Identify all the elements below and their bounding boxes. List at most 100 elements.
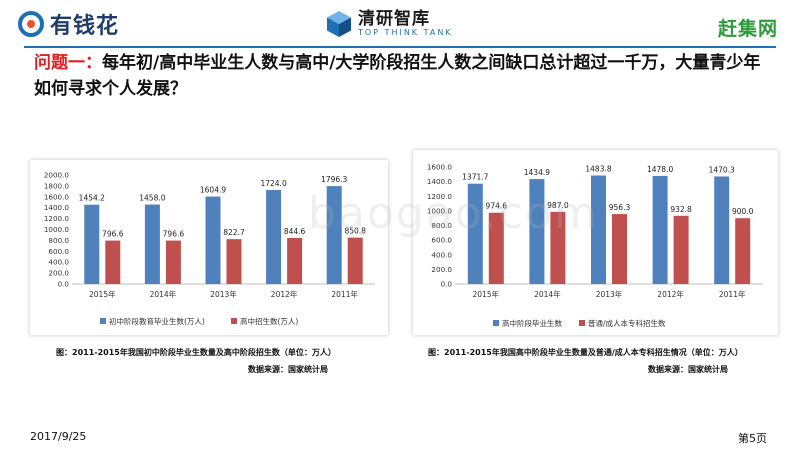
logo-left-text: 有钱花	[50, 14, 120, 39]
chart1-caption: 图：2011-2015年我国初中阶段毕业生数量及高中阶段招生数（单位：万人）	[56, 348, 336, 357]
chart1-bar-b	[226, 239, 242, 284]
chart1-data-label: 822.7	[223, 228, 245, 237]
watermark: baogao.com	[308, 188, 599, 239]
chart1-source: 数据来源：国家统计局	[248, 365, 328, 374]
chart1-ytick: 1400.0	[44, 203, 70, 212]
chart1-ytick: 1000.0	[44, 225, 70, 234]
chart1-bar-a	[266, 190, 282, 284]
chart1-data-label: 1604.9	[200, 186, 226, 195]
chart1-category-label: 2015年	[89, 289, 116, 299]
logo-mid-en: TOP THINK TANK	[358, 28, 453, 37]
chart1-bar-a	[144, 204, 160, 284]
chart1-legend-swatch	[100, 318, 106, 324]
chart1-ytick: 2000.0	[44, 171, 70, 180]
chart2-caption: 图：2011-2015年我国高中阶段毕业生数量及普通/成人本专科招生情况（单位：…	[428, 348, 743, 357]
chart2-ytick: 200.0	[431, 265, 452, 274]
chart1-bar-b	[287, 237, 303, 284]
chart1-legend-swatch	[231, 318, 237, 324]
chart2-data-label: 1434.9	[524, 168, 550, 177]
logo-ring-icon	[18, 11, 44, 37]
chart2-bar-a	[529, 179, 545, 284]
chart2-category-label: 2013年	[596, 289, 623, 299]
chart1-data-label: 796.6	[102, 230, 124, 239]
logo-mid-cn: 清研智库	[358, 9, 430, 29]
chart2-bar-a	[652, 175, 668, 284]
chart1-data-label: 1724.0	[260, 179, 286, 188]
chart2-ytick: 800.0	[431, 221, 452, 230]
chart2-legend-label: 高中阶段毕业生数	[502, 318, 562, 328]
chart1-category-label: 2011年	[331, 289, 358, 299]
chart1-category-label: 2013年	[210, 289, 237, 299]
chart2-category-label: 2015年	[473, 289, 500, 299]
chart1-bar-b	[347, 237, 363, 284]
chart1-data-label: 1454.2	[79, 194, 105, 203]
chart2-legend-swatch	[579, 320, 585, 326]
chart2-category-label: 2012年	[657, 289, 684, 299]
chart2-data-label: 932.8	[670, 205, 692, 214]
chart2-ytick: 1400.0	[427, 177, 453, 186]
chart1-ytick: 1800.0	[44, 181, 70, 190]
chart1-data-label: 850.8	[344, 227, 366, 236]
question-heading: 问题一：每年初/高中毕业生人数与高中/大学阶段招生人数之间缺口总计超过一千万，大…	[34, 50, 774, 102]
footer-page-number: 第5页	[738, 432, 767, 445]
chart2-ytick: 400.0	[431, 250, 452, 259]
chart2-data-label: 900.0	[732, 207, 754, 216]
chart1-data-label: 844.6	[284, 227, 306, 236]
slide-header: 有钱花 清研智库 TOP THINK TANK 赶集网	[0, 0, 800, 46]
question-text: 每年初/高中毕业生人数与高中/大学阶段招生人数之间缺口总计超过一千万，大量青少年…	[34, 53, 761, 99]
chart1-ytick: 1200.0	[44, 214, 70, 223]
chart1-ytick: 200.0	[48, 269, 69, 278]
chart1-data-label: 796.6	[163, 230, 185, 239]
chart2-ytick: 1200.0	[427, 192, 453, 201]
chart2-bar-b	[735, 218, 751, 284]
chart2-ytick: 600.0	[431, 236, 452, 245]
chart2-bar-b	[550, 211, 566, 284]
chart1-legend-label: 高中招生数(万人)	[240, 316, 298, 326]
question-lead: 问题一：	[34, 53, 102, 73]
chart-junior-high-svg: 0.0 200.0 400.0 600.0 800.0 1000.0 1200.0 1400.…	[44, 171, 375, 326]
chart2-category-label: 2011年	[719, 289, 746, 299]
chart2-bar-b	[673, 215, 689, 284]
footer-date: 2017/9/25	[30, 430, 87, 443]
chart1-ytick: 400.0	[48, 258, 69, 267]
chart-junior-high: 0.0 200.0 400.0 600.0 800.0 1000.0 1200.0 1400.…	[30, 160, 388, 335]
chart2-ytick: 1600.0	[427, 163, 453, 172]
chart-senior-high: 0.0 200.0 400.0 600.0 800.0 1000.0 1200.0 1400.…	[413, 150, 778, 335]
chart2-bar-a	[591, 175, 606, 284]
think-tank-logo: 清研智库 TOP THINK TANK	[326, 10, 453, 38]
chart1-bar-a	[84, 204, 100, 284]
chart2-data-label: 1478.0	[647, 165, 673, 174]
ganji-logo: 赶集网	[717, 18, 778, 40]
chart1-ytick: 600.0	[48, 247, 69, 256]
youqianhua-logo: 有钱花	[18, 10, 120, 39]
chart1-category-label: 2012年	[271, 289, 298, 299]
chart2-data-label: 974.6	[486, 202, 508, 211]
chart2-ytick: 0.0	[441, 280, 453, 289]
chart1-ytick: 800.0	[48, 236, 69, 245]
chart2-bar-b	[488, 212, 504, 284]
chart1-data-label: 1796.3	[321, 175, 347, 184]
chart2-data-label: 1483.8	[585, 164, 611, 173]
chart1-bar-b	[165, 240, 181, 284]
chart-senior-high-svg: 0.0 200.0 400.0 600.0 800.0 1000.0 1200.0 1400.…	[427, 163, 763, 328]
chart2-data-label: 987.0	[547, 201, 569, 210]
chart2-source: 数据来源：国家统计局	[648, 365, 728, 374]
chart2-data-label: 956.3	[609, 203, 631, 212]
chart1-bar-b	[105, 240, 121, 284]
chart2-bar-a	[714, 176, 730, 284]
chart2-legend-label: 普通/成人本专科招生数	[588, 318, 666, 328]
chart1-ytick: 0.0	[58, 280, 70, 289]
chart2-bar-a	[467, 183, 483, 284]
cube-icon	[327, 11, 351, 37]
chart1-bar-a	[326, 186, 342, 284]
chart2-legend-swatch	[493, 320, 499, 326]
chart1-bar-a	[205, 196, 221, 284]
chart2-data-label: 1470.3	[709, 165, 735, 174]
chart1-data-label: 1458.0	[139, 194, 165, 203]
chart1-legend-label: 初中阶段教育毕业生数(万人)	[109, 316, 205, 326]
chart2-bar-b	[612, 214, 627, 284]
chart1-ytick: 1600.0	[44, 192, 70, 201]
chart2-ytick: 1000.0	[427, 206, 453, 215]
header-divider	[24, 46, 776, 48]
chart1-category-label: 2014年	[150, 289, 177, 299]
